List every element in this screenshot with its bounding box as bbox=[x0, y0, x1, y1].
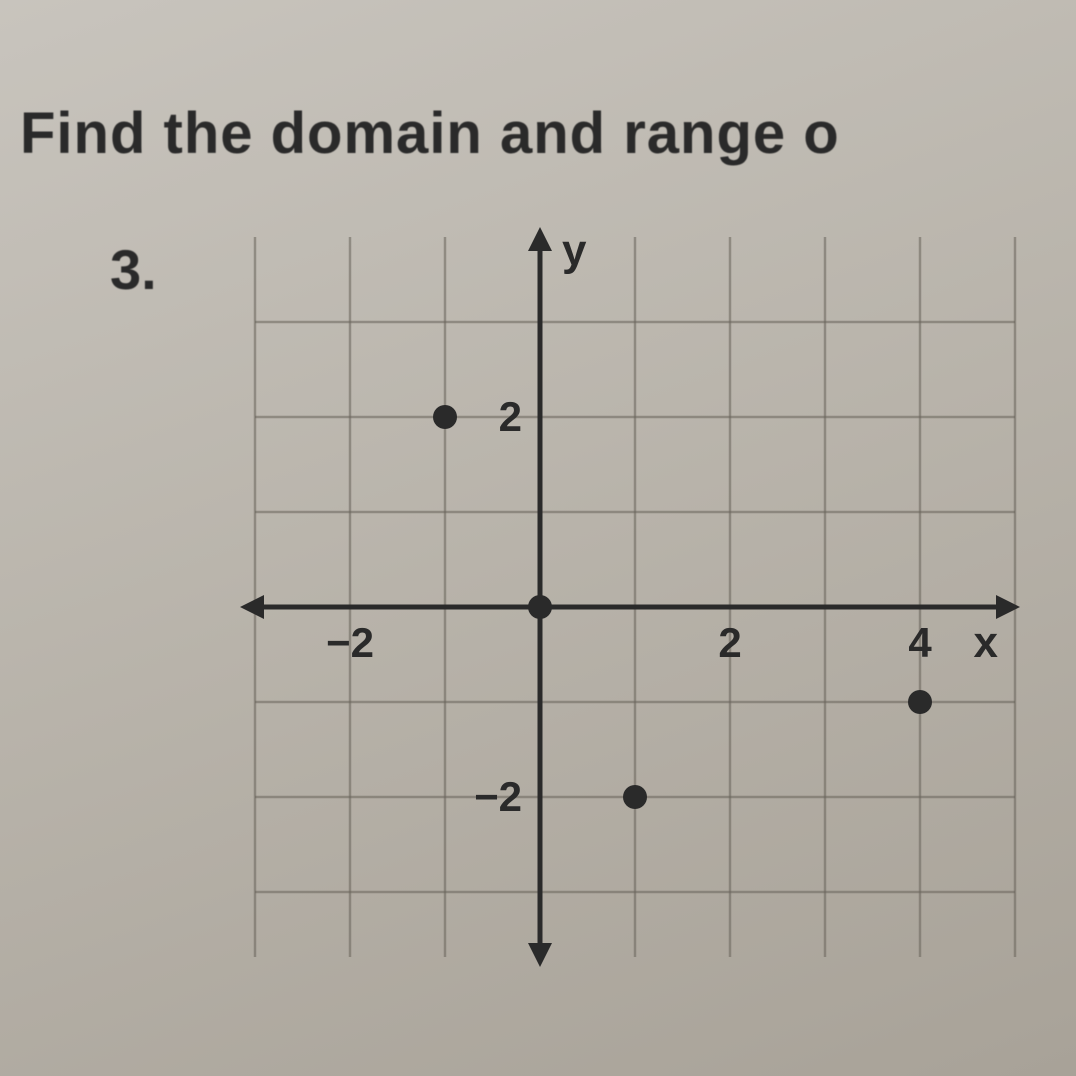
arrow-up-icon bbox=[528, 227, 552, 251]
arrow-right-icon bbox=[996, 595, 1020, 619]
instruction-heading: Find the domain and range o bbox=[0, 100, 1076, 167]
data-point bbox=[433, 405, 457, 429]
x-axis-label: x bbox=[974, 618, 999, 667]
coordinate-plane: y x −2 2 4 2 −2 bbox=[240, 227, 1020, 967]
problem-number: 3. bbox=[110, 237, 157, 302]
x-tick-label: 2 bbox=[718, 619, 741, 666]
x-tick-label: 4 bbox=[908, 619, 932, 666]
y-tick-label: 2 bbox=[499, 393, 522, 440]
y-axis-label: y bbox=[562, 227, 587, 275]
page: Find the domain and range o 3. y x −2 2 4 2 −2 bbox=[0, 0, 1076, 1076]
x-tick-label: −2 bbox=[326, 619, 374, 666]
graph: y x −2 2 4 2 −2 bbox=[240, 227, 1020, 967]
arrow-left-icon bbox=[240, 595, 264, 619]
y-tick-label: −2 bbox=[474, 773, 522, 820]
data-point bbox=[623, 785, 647, 809]
data-point bbox=[908, 690, 932, 714]
arrow-down-icon bbox=[528, 943, 552, 967]
data-point bbox=[528, 595, 552, 619]
problem-area: 3. y x −2 2 4 2 −2 bbox=[0, 227, 1076, 967]
